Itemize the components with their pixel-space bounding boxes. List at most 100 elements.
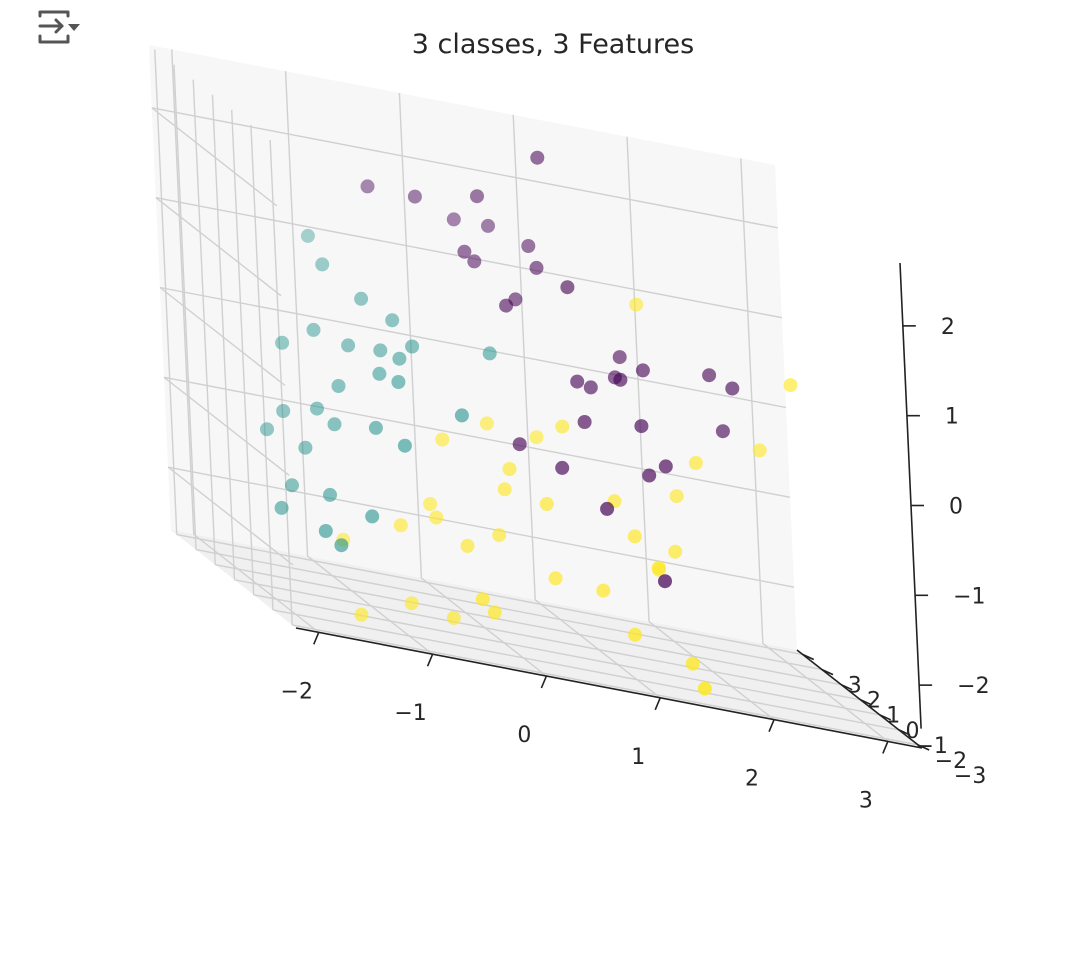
scatter-point-class-2 bbox=[783, 378, 798, 393]
scatter-point-class-0 bbox=[715, 424, 730, 439]
scatter-point-class-1 bbox=[354, 291, 369, 306]
y-tick-mark bbox=[860, 699, 872, 706]
scatter-point-class-0 bbox=[658, 459, 673, 474]
scatter-point-class-1 bbox=[315, 257, 330, 272]
scatter-point-class-2 bbox=[502, 462, 517, 476]
scatter-point-class-1 bbox=[392, 351, 407, 366]
x-tick-mark bbox=[768, 719, 775, 732]
y-tick-mark bbox=[898, 729, 911, 736]
scatter-point-class-1 bbox=[300, 228, 315, 243]
output-collapse-icon[interactable] bbox=[34, 8, 80, 48]
grid-line-z bbox=[168, 466, 795, 588]
scatter-point-class-1 bbox=[373, 343, 388, 358]
scatter-point-class-1 bbox=[306, 322, 321, 337]
scatter-point-class-2 bbox=[354, 607, 369, 622]
grid-line-z bbox=[151, 107, 778, 229]
grid-line-y bbox=[195, 548, 823, 671]
scatter-point-class-1 bbox=[368, 420, 383, 435]
scatter-point-class-1 bbox=[276, 404, 291, 418]
scatter-point-class-2 bbox=[555, 419, 570, 434]
chart-title: 3 classes, 3 Features bbox=[412, 29, 695, 60]
z-tick-label: 1 bbox=[945, 405, 959, 430]
grid-line-z bbox=[159, 286, 286, 387]
grid-line-y bbox=[176, 533, 803, 656]
scatter-point-class-0 bbox=[530, 150, 545, 165]
scatter-point-class-2 bbox=[475, 592, 490, 607]
scatter-point-class-1 bbox=[334, 538, 349, 553]
x-tick-mark bbox=[654, 697, 661, 711]
scatter-point-class-2 bbox=[651, 560, 666, 575]
x-tick-label: 1 bbox=[631, 745, 645, 770]
scatter-point-class-1 bbox=[372, 366, 387, 381]
y-tick-label: 2 bbox=[867, 689, 881, 714]
scatter-point-class-2 bbox=[435, 432, 450, 447]
scatter-point-class-1 bbox=[327, 417, 342, 432]
x-tick-mark bbox=[313, 632, 320, 645]
scatter-point-class-2 bbox=[429, 510, 444, 525]
scatter-point-class-2 bbox=[492, 528, 507, 543]
scatter-point-class-0 bbox=[583, 380, 598, 395]
scatter-point-class-2 bbox=[548, 571, 563, 586]
scatter-point-class-2 bbox=[688, 456, 703, 470]
scatter-point-class-0 bbox=[702, 368, 717, 383]
scatter-point-class-0 bbox=[560, 280, 575, 295]
scatter-point-class-0 bbox=[725, 381, 740, 396]
scatter-point-class-2 bbox=[446, 610, 461, 625]
scatter-point-class-0 bbox=[457, 244, 472, 259]
z-tick-label: −1 bbox=[953, 584, 985, 609]
scatter-point-class-2 bbox=[627, 529, 642, 544]
x-tick-label: −2 bbox=[281, 679, 313, 704]
y-tick-mark bbox=[917, 744, 930, 751]
scatter-point-class-0 bbox=[612, 350, 627, 365]
grid-line-z bbox=[151, 107, 278, 207]
x-tick-label: 2 bbox=[745, 767, 759, 792]
scatter-point-class-0 bbox=[467, 254, 482, 269]
scatter-point-class-1 bbox=[482, 346, 497, 361]
scatter-point-class-0 bbox=[470, 189, 484, 204]
scatter-point-class-1 bbox=[323, 487, 337, 502]
y-tick-mark bbox=[840, 683, 853, 691]
scatter-point-class-1 bbox=[274, 500, 289, 515]
scatter-point-class-0 bbox=[635, 363, 650, 378]
scatter-point-class-2 bbox=[423, 497, 438, 511]
scatter-point-class-0 bbox=[360, 179, 375, 194]
y-tick-label: 0 bbox=[905, 719, 919, 744]
y-tick-label: −3 bbox=[954, 764, 986, 789]
z-tick-label: −2 bbox=[957, 674, 989, 699]
scatter-point-class-0 bbox=[407, 189, 422, 204]
scatter-point-class-1 bbox=[405, 339, 420, 354]
z-tick-label: 0 bbox=[949, 495, 963, 520]
y-tick-mark bbox=[821, 668, 834, 676]
scatter-point-class-0 bbox=[634, 419, 649, 434]
scatter-point-class-2 bbox=[460, 538, 475, 553]
scatter-point-class-1 bbox=[385, 313, 400, 328]
grid-line-z bbox=[163, 376, 791, 499]
x-tick-label: 0 bbox=[517, 723, 531, 748]
scatter-point-class-0 bbox=[481, 218, 495, 233]
scatter-point-class-0 bbox=[600, 501, 615, 516]
scatter-point-class-2 bbox=[668, 544, 683, 559]
scatter-point-class-1 bbox=[275, 335, 290, 350]
z-axis-line bbox=[899, 262, 922, 729]
scatter-point-class-1 bbox=[391, 375, 406, 389]
scatter-point-class-1 bbox=[285, 478, 299, 493]
scatter-point-class-0 bbox=[642, 468, 657, 483]
grid-line-y bbox=[215, 563, 842, 686]
scatter-point-class-0 bbox=[613, 372, 628, 387]
scatter-point-class-1 bbox=[454, 408, 469, 423]
scatter-point-class-2 bbox=[629, 297, 644, 312]
grid-line-z bbox=[167, 466, 294, 566]
x-tick-label: 3 bbox=[859, 788, 873, 813]
scatter-point-class-0 bbox=[570, 374, 585, 389]
scatter-point-class-2 bbox=[596, 583, 611, 598]
scatter-point-class-2 bbox=[539, 497, 554, 511]
grid-line-z bbox=[163, 376, 290, 476]
scatter-point-class-2 bbox=[697, 681, 712, 696]
y-tick-mark bbox=[802, 653, 815, 661]
scatter-point-class-2 bbox=[669, 489, 684, 504]
scatter-point-class-1 bbox=[365, 509, 380, 524]
scatter-point-class-1 bbox=[341, 338, 356, 353]
scatter-point-class-1 bbox=[310, 401, 324, 416]
x-tick-mark bbox=[540, 675, 548, 689]
